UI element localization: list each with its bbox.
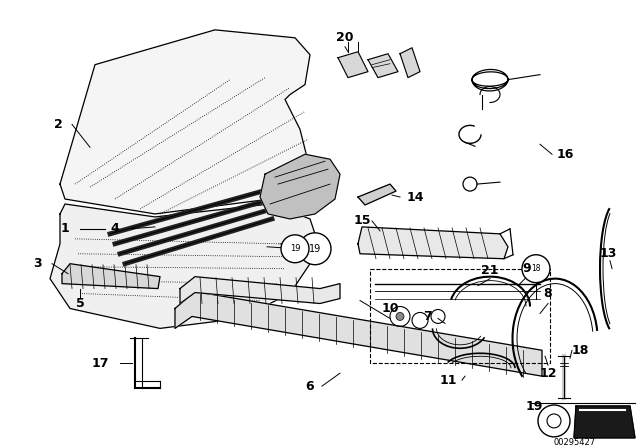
Text: 20: 20	[336, 31, 354, 44]
Polygon shape	[338, 52, 368, 78]
Polygon shape	[400, 48, 420, 78]
Polygon shape	[368, 54, 398, 78]
Polygon shape	[62, 264, 160, 289]
Text: 12: 12	[540, 366, 557, 379]
Text: 00295427: 00295427	[554, 438, 596, 447]
Text: 18: 18	[572, 344, 589, 357]
Polygon shape	[260, 154, 340, 219]
Circle shape	[522, 255, 550, 283]
Text: 10: 10	[381, 302, 399, 315]
Polygon shape	[574, 406, 635, 438]
Text: 1: 1	[61, 222, 69, 235]
Bar	[370, 269, 550, 363]
Text: 9: 9	[523, 262, 531, 275]
Text: 6: 6	[306, 379, 314, 392]
Circle shape	[281, 235, 309, 263]
Text: 19: 19	[525, 400, 543, 413]
Text: 16: 16	[556, 148, 573, 161]
Text: 15: 15	[353, 215, 371, 228]
Text: 5: 5	[76, 297, 84, 310]
Text: 8: 8	[544, 287, 552, 300]
Text: 2: 2	[54, 118, 62, 131]
Text: 7: 7	[424, 310, 433, 323]
Text: 4: 4	[111, 222, 120, 235]
Polygon shape	[180, 277, 340, 303]
Text: 21: 21	[481, 264, 499, 277]
Circle shape	[396, 312, 404, 320]
Text: 19: 19	[309, 244, 321, 254]
Text: 18: 18	[531, 264, 541, 273]
Polygon shape	[60, 30, 310, 214]
Text: 3: 3	[34, 257, 42, 270]
Polygon shape	[50, 204, 320, 328]
Text: 14: 14	[406, 190, 424, 203]
Text: 11: 11	[439, 374, 457, 387]
Polygon shape	[175, 292, 542, 376]
Text: 17: 17	[92, 357, 109, 370]
Text: 19: 19	[290, 244, 300, 253]
Circle shape	[299, 233, 331, 265]
Polygon shape	[358, 227, 508, 259]
Text: 13: 13	[599, 247, 617, 260]
Polygon shape	[358, 184, 396, 205]
